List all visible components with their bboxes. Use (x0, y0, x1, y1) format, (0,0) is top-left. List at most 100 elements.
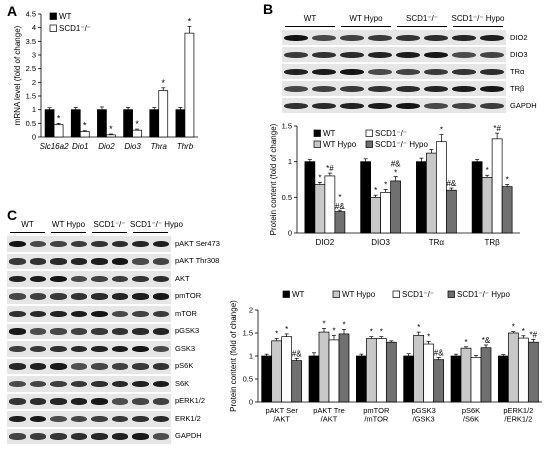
blot-band (152, 293, 169, 300)
legend-label: WT (59, 12, 72, 21)
significance-mark: * (486, 166, 489, 175)
legend-swatch (313, 140, 321, 148)
blot-band (29, 363, 46, 370)
category-label: Dio3 (124, 142, 141, 151)
blot-band (424, 34, 448, 41)
blot-strip (7, 393, 171, 409)
legend-label: SCD1⁻/⁻ (375, 129, 407, 138)
significance-mark: * (380, 328, 383, 337)
blot-band (452, 102, 476, 109)
legend-swatch (365, 129, 373, 137)
category-label: pAKT Ser/AKT (265, 406, 298, 423)
category-label: Dio2 (98, 142, 115, 151)
blot-band (29, 240, 46, 248)
blot-band (111, 433, 128, 440)
blot-strip (282, 30, 506, 45)
blot-band (111, 293, 128, 300)
blot-band (70, 328, 87, 335)
significance-mark: * (57, 113, 61, 123)
legend-label: WT Hypo (342, 290, 376, 299)
blot-group-line (453, 26, 503, 27)
blot-band (132, 345, 149, 353)
blot-band (91, 328, 108, 335)
blot-band (132, 310, 149, 318)
blot-band (70, 415, 87, 423)
blot-band (91, 310, 108, 318)
blot-band (29, 415, 46, 423)
blot-band (50, 398, 67, 405)
bar (527, 341, 539, 403)
significance-mark: * (188, 16, 192, 26)
bar (271, 340, 283, 403)
blot-band (132, 293, 149, 300)
blot-band (91, 240, 108, 248)
blot-band (111, 240, 128, 248)
blot-band (50, 310, 67, 318)
bar (385, 341, 397, 403)
legend-label: SCD1⁻/⁻ Hypo (375, 140, 428, 149)
blot-strip (7, 428, 171, 444)
legend-swatch (447, 290, 455, 298)
blot-strip (7, 323, 171, 339)
blot-band (9, 310, 26, 318)
significance-mark: * (318, 173, 321, 182)
blot-strip (282, 64, 506, 79)
blot-band (132, 380, 149, 388)
y-tick-label: 2 (32, 78, 36, 87)
blot-band (111, 380, 128, 388)
blot-band (452, 85, 476, 92)
blot-row-label: pAKT Ser473 (175, 238, 220, 248)
blot-strip (7, 358, 171, 374)
blot-band (9, 363, 26, 370)
blot-band (152, 258, 169, 265)
bar (328, 339, 340, 403)
blot-band (396, 34, 420, 41)
bar (497, 355, 509, 403)
blot-band (452, 51, 476, 58)
blot-band (152, 415, 169, 423)
category-label: pGSK3/GSK3 (412, 406, 436, 423)
blot-band (70, 363, 87, 370)
y-axis-label: Protein content (fold of change) (229, 300, 238, 412)
significance-mark: * (384, 180, 387, 189)
blot-band (312, 34, 336, 41)
blot-band (152, 328, 169, 335)
category-label: Dio1 (72, 142, 88, 151)
significance-mark: * (342, 320, 345, 329)
category-label: DIO3 (371, 238, 390, 247)
blot-band (9, 328, 26, 335)
bar (460, 347, 472, 403)
blot-band (368, 34, 392, 41)
blot-group-line (285, 26, 335, 27)
blot-band (91, 398, 108, 405)
y-tick-label: 3.5 (26, 37, 36, 46)
blot-group-label: WT (21, 220, 34, 229)
blot-band (111, 275, 128, 283)
blot-band (70, 240, 87, 248)
blot-band (340, 85, 364, 92)
blot-band (424, 51, 448, 58)
y-tick-label: 1.5 (26, 92, 36, 101)
category-label: Slc16a2 (40, 142, 69, 151)
blot-band (480, 85, 504, 92)
blot-band (424, 102, 448, 109)
blot-band (111, 363, 128, 370)
y-tick-label: 0 (288, 229, 292, 238)
blot-band (340, 51, 364, 58)
blot-group-label: SCD1⁻/⁻ (405, 14, 438, 23)
blot-band (132, 258, 149, 265)
blot-band (132, 415, 149, 423)
blot-band (152, 363, 169, 370)
blot-band (340, 34, 364, 41)
blot-band (29, 328, 46, 335)
bar (281, 336, 293, 403)
bar (375, 338, 387, 403)
blot-row-label: pGSK3 (175, 326, 200, 336)
blot-band (111, 345, 128, 353)
blot-strip (282, 98, 506, 113)
bar (480, 347, 492, 403)
y-tick-label: 1.5 (282, 122, 292, 131)
blot-row-label: AKT (175, 273, 190, 283)
